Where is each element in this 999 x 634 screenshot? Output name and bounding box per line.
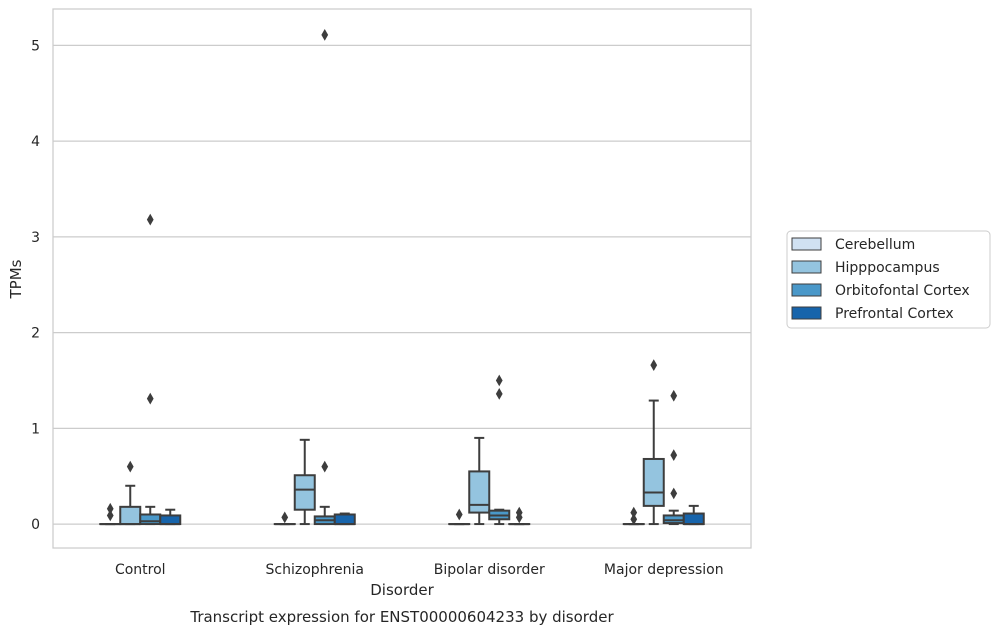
x-axis: Control Schizophrenia Bipolar disorder Majo… bbox=[115, 562, 724, 578]
y-tick-label: 2 bbox=[31, 326, 40, 342]
outlier-point bbox=[321, 460, 329, 473]
outlier-point bbox=[670, 449, 678, 461]
box-body bbox=[139, 513, 162, 526]
box-body bbox=[119, 505, 142, 526]
outlier-point bbox=[515, 506, 523, 519]
outlier-point bbox=[281, 511, 289, 524]
outlier-point bbox=[455, 508, 463, 521]
x-axis-label: Disorder bbox=[370, 581, 434, 599]
x-tick-label: Major depression bbox=[604, 562, 724, 578]
box-cerebellum bbox=[622, 506, 645, 526]
legend-label: Orbitofontal Cortex bbox=[835, 283, 970, 299]
outlier-point bbox=[495, 388, 503, 400]
legend-swatch bbox=[791, 260, 822, 274]
legend-label: Cerebellum bbox=[835, 237, 915, 253]
plot-boxes bbox=[99, 28, 705, 526]
legend-swatch bbox=[791, 306, 822, 320]
chart-title: Transcript expression for ENST0000060423… bbox=[189, 608, 614, 626]
y-axis-label: TPMs bbox=[7, 259, 25, 299]
outlier-point bbox=[106, 502, 114, 515]
box-orbitofontal-cortex bbox=[313, 28, 336, 526]
box-hipppocampus bbox=[468, 436, 491, 526]
legend: Cerebellum Hipppocampus Orbitofontal Corte… bbox=[786, 230, 991, 329]
box-body bbox=[682, 512, 705, 526]
outlier-point bbox=[650, 359, 658, 371]
box-body bbox=[468, 470, 491, 514]
box-prefrontal-cortex bbox=[159, 508, 182, 526]
outlier-point bbox=[321, 28, 329, 41]
box-body bbox=[642, 457, 665, 507]
box-body bbox=[159, 514, 182, 526]
y-axis: 0 1 2 3 4 5 bbox=[31, 38, 40, 533]
outlier-point bbox=[670, 487, 678, 500]
outlier-point bbox=[106, 509, 114, 522]
outlier-point bbox=[670, 389, 678, 402]
y-tick-label: 0 bbox=[31, 517, 40, 533]
box-hipppocampus bbox=[119, 460, 142, 526]
outlier-point bbox=[630, 506, 638, 519]
y-tick-label: 1 bbox=[31, 421, 40, 437]
box-cerebellum bbox=[448, 508, 471, 526]
x-tick-label: Control bbox=[115, 562, 166, 578]
box-prefrontal-cortex bbox=[333, 512, 356, 526]
outlier-point bbox=[146, 392, 154, 405]
y-tick-label: 4 bbox=[31, 134, 40, 150]
legend-label: Hipppocampus bbox=[835, 260, 940, 276]
box-prefrontal-cortex bbox=[508, 506, 531, 526]
legend-swatch bbox=[791, 237, 822, 251]
box-body bbox=[333, 513, 356, 526]
outlier-point bbox=[495, 374, 503, 387]
y-tick-label: 3 bbox=[31, 230, 40, 246]
legend-swatch bbox=[791, 283, 822, 297]
legend-frame bbox=[786, 230, 991, 329]
box-body bbox=[293, 474, 316, 511]
y-tick-label: 5 bbox=[31, 38, 40, 54]
legend-label: Prefrontal Cortex bbox=[835, 306, 954, 322]
box-cerebellum bbox=[273, 511, 296, 526]
outlier-point bbox=[146, 213, 154, 226]
box-prefrontal-cortex bbox=[682, 504, 705, 526]
box-hipppocampus bbox=[642, 359, 665, 526]
box-cerebellum bbox=[99, 502, 122, 526]
box-hipppocampus bbox=[293, 438, 316, 526]
x-tick-label: Schizophrenia bbox=[266, 562, 364, 578]
box-orbitofontal-cortex bbox=[488, 374, 511, 526]
grid bbox=[53, 44, 751, 525]
outlier-point bbox=[630, 513, 638, 526]
outlier-point bbox=[126, 460, 134, 473]
plot-frame bbox=[52, 8, 752, 549]
box-orbitofontal-cortex bbox=[662, 389, 685, 526]
box-orbitofontal-cortex bbox=[139, 213, 162, 526]
x-tick-label: Bipolar disorder bbox=[434, 562, 545, 578]
